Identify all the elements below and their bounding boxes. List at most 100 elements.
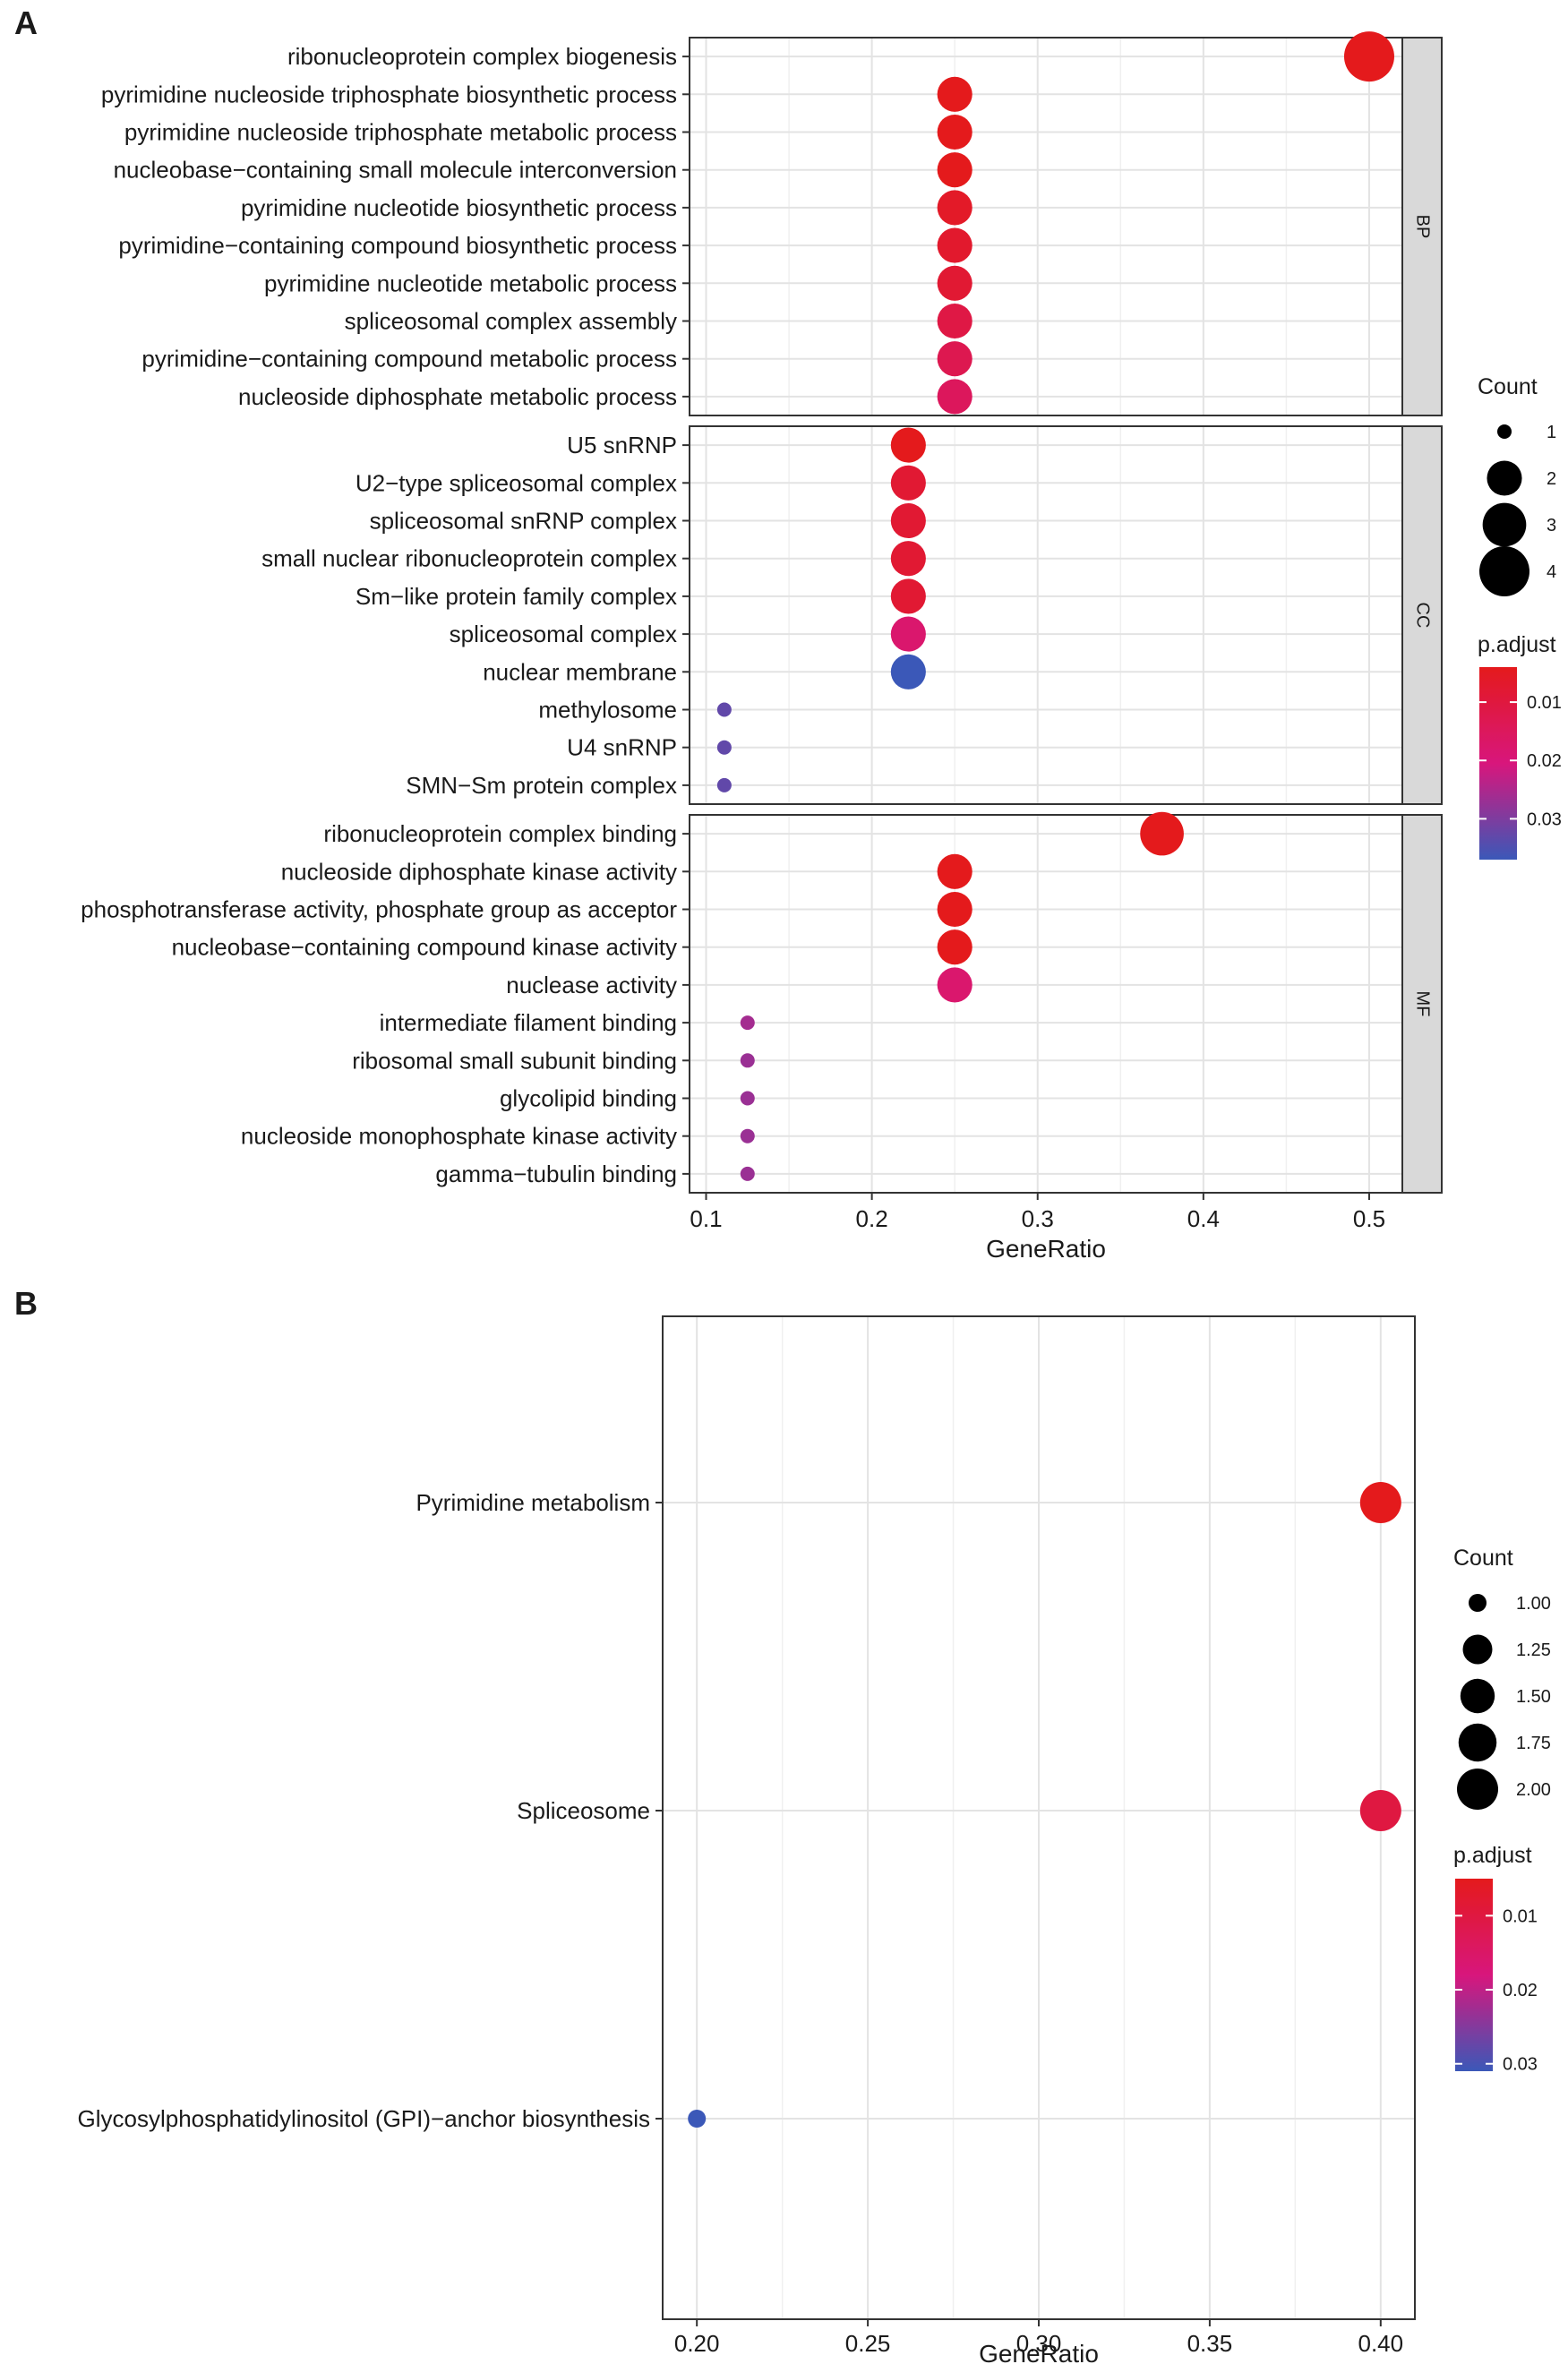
facet-panel-bg [690, 38, 1402, 415]
data-point [716, 740, 732, 755]
data-point [740, 1166, 755, 1181]
data-point [716, 777, 732, 792]
data-point [937, 227, 973, 263]
y-tick-label: pyrimidine nucleotide metabolic process [264, 270, 677, 296]
y-tick-label: nucleoside monophosphate kinase activity [241, 1123, 677, 1150]
data-point [890, 578, 926, 614]
y-tick-label: nucleobase−containing small molecule int… [114, 157, 677, 184]
size-legend-label: 2.00 [1516, 1780, 1551, 1800]
color-legend-bar [1455, 1879, 1493, 2071]
y-tick-label: spliceosomal complex assembly [345, 308, 677, 335]
data-point [937, 114, 973, 150]
data-point [937, 929, 973, 965]
x-tick-label: 0.1 [690, 1205, 722, 1232]
y-tick-label: SMN−Sm protein complex [406, 772, 677, 799]
data-point [937, 853, 973, 889]
y-tick-label: gamma−tubulin binding [435, 1161, 677, 1187]
data-point [688, 2110, 707, 2128]
color-legend-label: 0.03 [1503, 2055, 1538, 2075]
y-tick-label: spliceosomal snRNP complex [370, 508, 677, 535]
color-legend-label: 0.02 [1527, 751, 1562, 771]
color-legend-label: 0.03 [1527, 809, 1562, 829]
color-legend-label: 0.02 [1503, 1981, 1538, 2000]
color-legend-label: 0.01 [1527, 693, 1562, 713]
color-legend-label: 0.01 [1503, 1906, 1538, 1926]
data-point [937, 341, 973, 377]
y-tick-label: nucleoside diphosphate kinase activity [281, 858, 677, 885]
y-tick-label: ribosomal small subunit binding [352, 1047, 677, 1074]
y-tick-label: phosphotransferase activity, phosphate g… [81, 896, 677, 923]
size-legend-key [1482, 502, 1527, 547]
data-point [937, 190, 973, 226]
x-tick-label: 0.3 [1022, 1205, 1054, 1232]
y-tick-label: U4 snRNP [567, 734, 677, 761]
facet-panel-bg [690, 815, 1402, 1193]
y-tick-label: ribonucleoprotein complex binding [323, 820, 677, 847]
y-tick-label: pyrimidine nucleotide biosynthetic proce… [241, 194, 677, 221]
facet-strip-label: CC [1413, 603, 1433, 629]
y-tick-label: Sm−like protein family complex [356, 583, 677, 610]
kegg-enrichment-dotplot: Pyrimidine metabolism Spliceosome Glycosyl… [78, 1315, 1551, 2364]
size-legend-label: 1.75 [1516, 1734, 1551, 1753]
size-legend-key [1487, 460, 1522, 496]
x-tick-label: 0.30 [1016, 2330, 1062, 2357]
data-point [890, 616, 926, 652]
facet-strip [1401, 814, 1443, 1194]
size-legend-label: 1 [1547, 423, 1556, 442]
x-tick-label: 0.20 [674, 2330, 720, 2357]
facet-panel-bg [690, 426, 1402, 804]
y-tick-label: intermediate filament binding [380, 1009, 677, 1036]
y-tick-label: pyrimidine−containing compound metabolic… [141, 346, 677, 373]
size-legend-title: Count [1478, 374, 1538, 399]
panel-a-label: A [14, 4, 38, 41]
data-point [716, 702, 732, 717]
data-point [740, 1015, 755, 1031]
data-point [890, 502, 926, 539]
y-tick-label: small nuclear ribonucleoprotein complex [261, 545, 677, 572]
y-tick-label: pyrimidine−containing compound biosynthe… [118, 232, 677, 259]
size-legend-key [1462, 1634, 1493, 1665]
data-point [937, 891, 973, 928]
data-point [1140, 811, 1184, 856]
y-tick-label: spliceosomal complex [450, 621, 677, 647]
y-tick-label: nuclease activity [506, 972, 677, 998]
size-legend-label: 3 [1547, 516, 1556, 535]
facet-strip-label: BP [1413, 215, 1433, 239]
data-point [1343, 31, 1394, 82]
y-tick-label: methylosome [538, 697, 677, 724]
y-tick-label: glycolipid binding [500, 1085, 677, 1112]
size-legend-label: 2 [1547, 469, 1556, 489]
go-enrichment-dotplot: BP ribonucleoprotein complex biogenesis py… [81, 31, 1562, 1263]
size-legend-label: 1.25 [1516, 1640, 1551, 1660]
facet-strip-label: MF [1413, 991, 1433, 1017]
data-point [1359, 1790, 1401, 1831]
y-tick-label: ribonucleoprotein complex biogenesis [287, 43, 677, 70]
color-legend-bar [1479, 667, 1517, 860]
size-legend-key [1458, 1723, 1497, 1762]
color-legend-title: p.adjust [1453, 1843, 1532, 1868]
y-tick-label: U2−type spliceosomal complex [356, 469, 677, 496]
y-tick-label: nucleoside diphosphate metabolic process [238, 383, 677, 410]
size-legend-label: 1.50 [1516, 1687, 1551, 1707]
panel-b-label: B [14, 1285, 38, 1322]
y-tick-label: Pyrimidine metabolism [416, 1489, 650, 1516]
size-legend-key [1457, 1769, 1498, 1810]
y-tick-label: nucleobase−containing compound kinase ac… [172, 934, 677, 961]
data-point [937, 303, 973, 339]
data-point [890, 654, 926, 690]
data-point [937, 76, 973, 112]
x-axis-title: GeneRatio [979, 2340, 1099, 2364]
size-legend-key [1460, 1678, 1495, 1714]
facet-strip [1401, 425, 1443, 805]
data-point [937, 265, 973, 301]
data-point [740, 1128, 755, 1143]
data-point [890, 541, 926, 577]
size-legend-label: 4 [1547, 562, 1556, 582]
x-axis-title: GeneRatio [986, 1235, 1106, 1263]
x-tick-label: 0.40 [1358, 2330, 1404, 2357]
x-tick-label: 0.35 [1187, 2330, 1233, 2357]
data-point [740, 1053, 755, 1068]
data-point [1359, 1482, 1401, 1523]
x-tick-label: 0.4 [1187, 1205, 1220, 1232]
